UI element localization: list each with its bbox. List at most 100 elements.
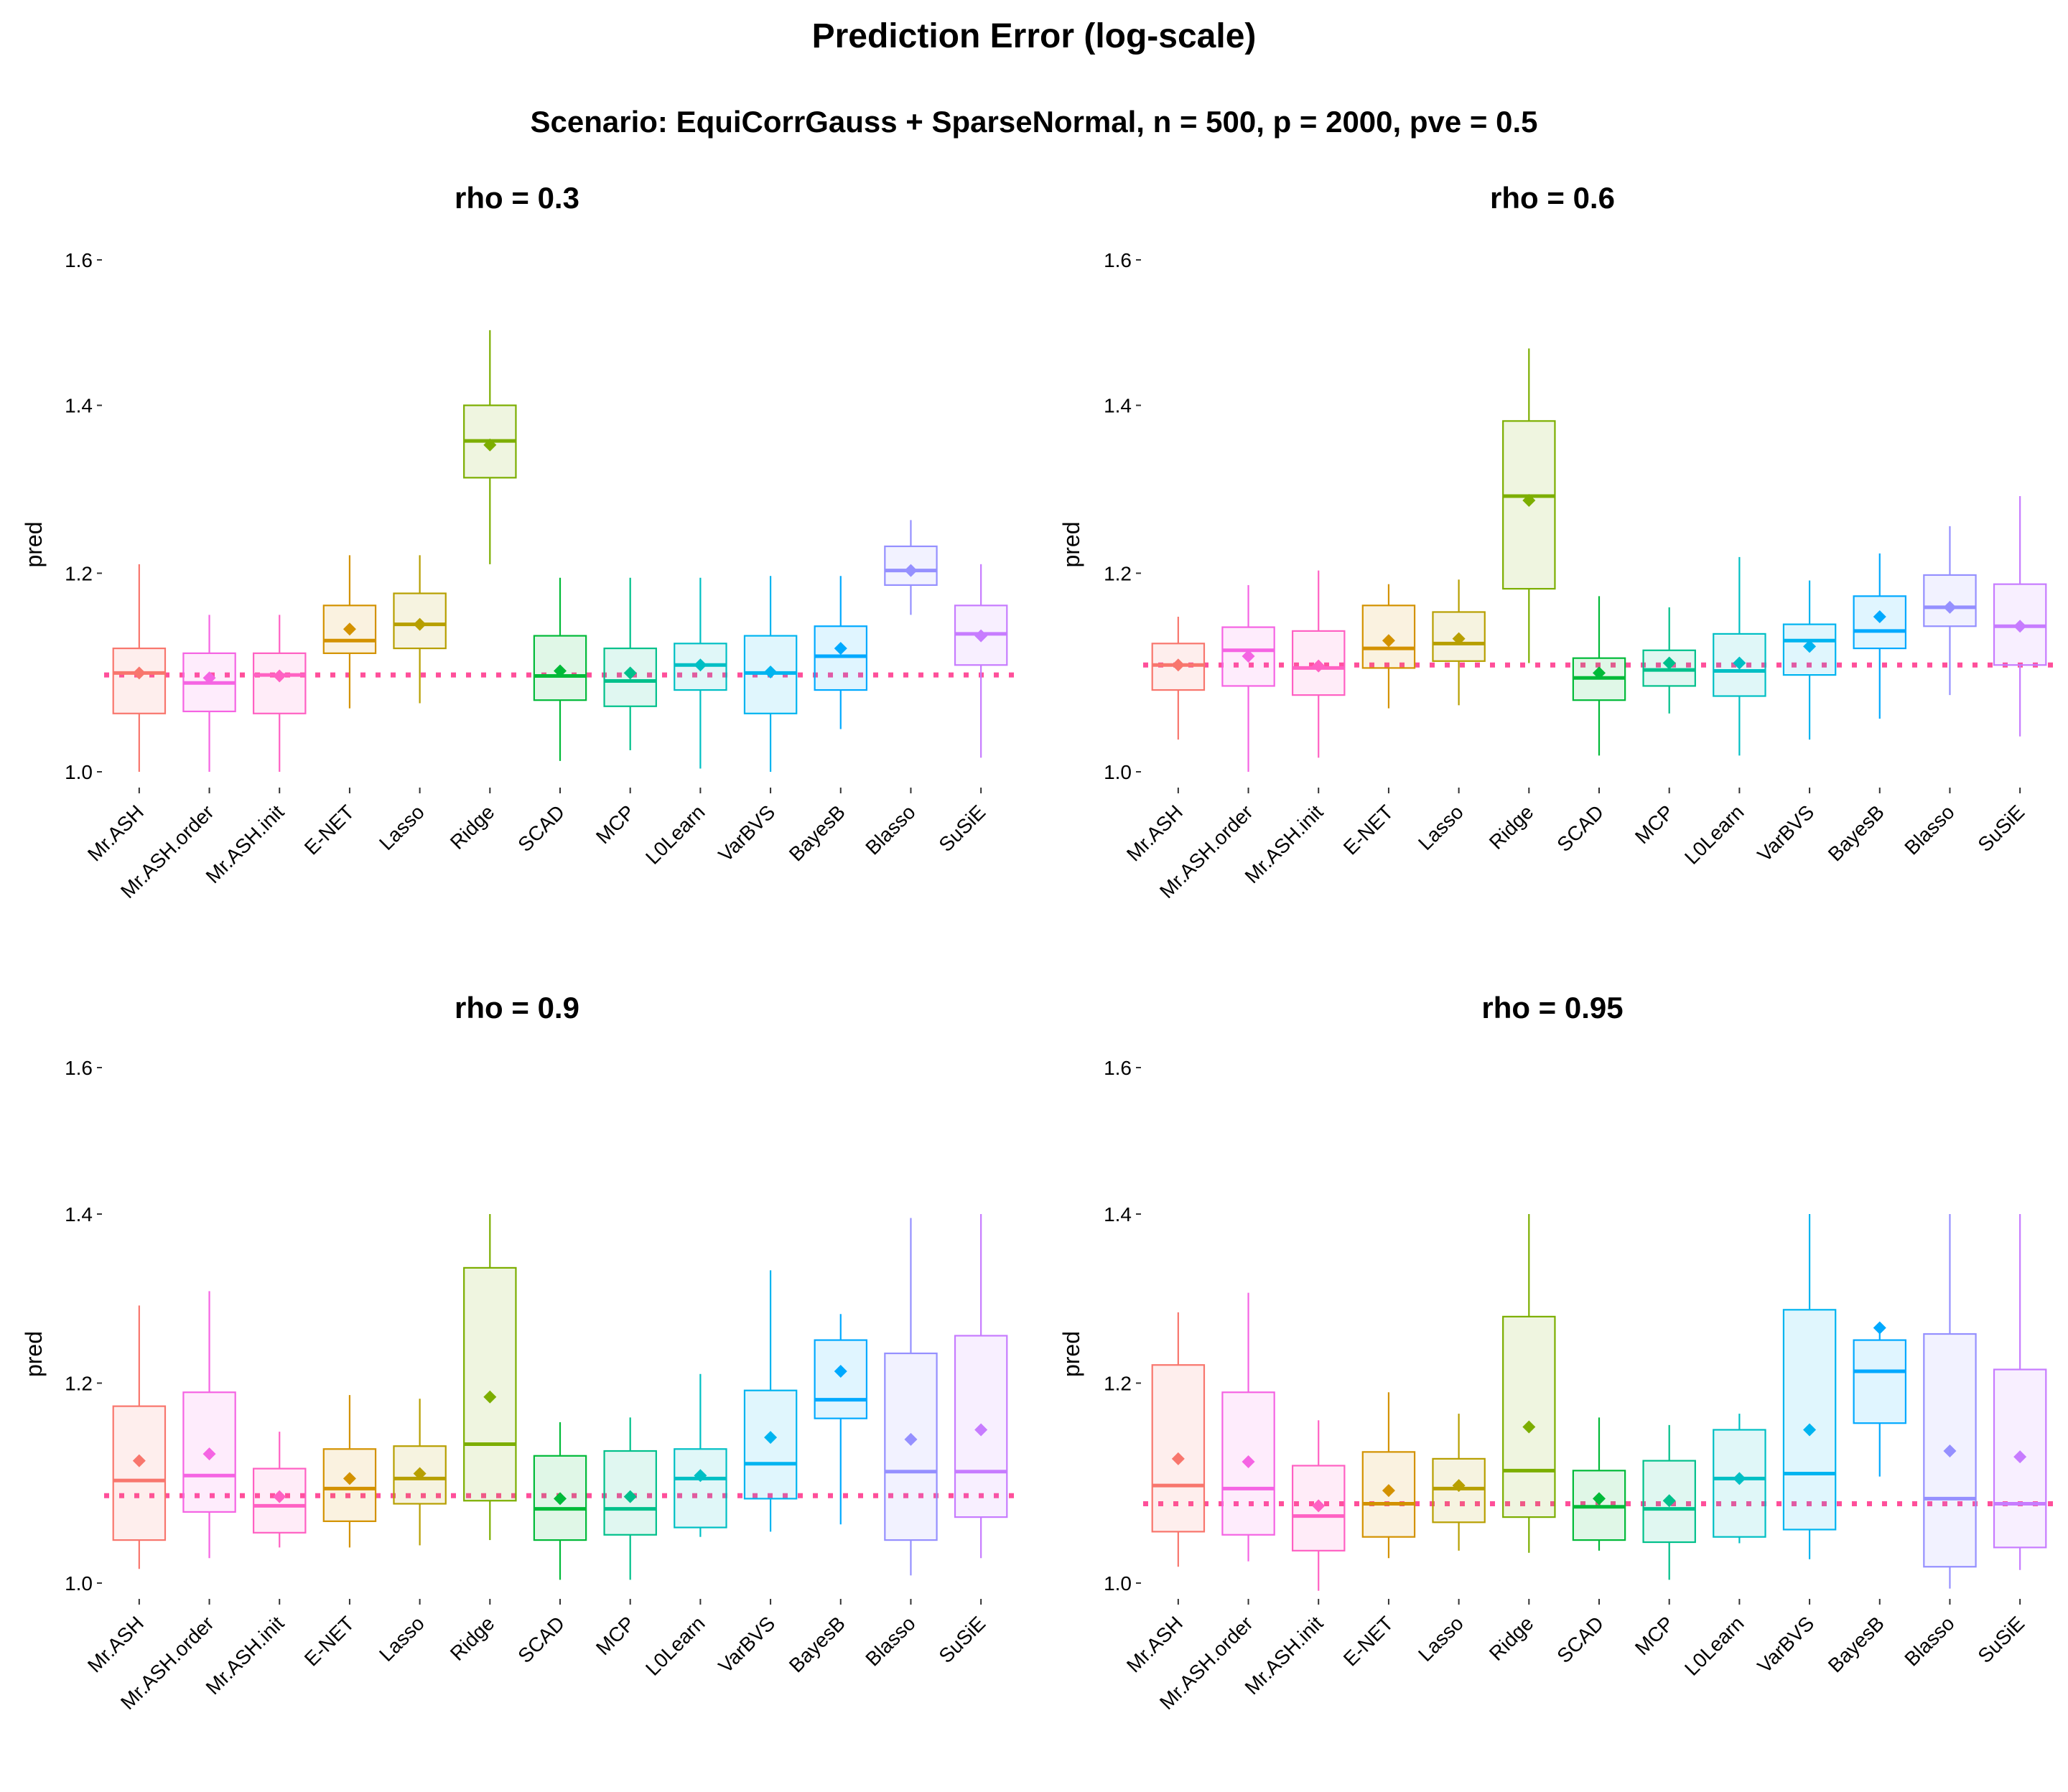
y-tick-label: 1.4 [1104,395,1132,417]
panel-title: rho = 0.6 [1490,181,1615,215]
mean-marker [834,1365,847,1378]
box-body [1151,1364,1206,1533]
mean-marker [1593,666,1606,680]
mean-marker [1873,610,1886,624]
mean-marker [1452,632,1466,645]
mean-marker [764,665,778,678]
mean-marker [1522,1420,1536,1434]
mean-marker [974,1423,988,1437]
box-body [1502,1315,1556,1518]
mean-marker [1382,1484,1395,1498]
y-tick-label: 1.4 [65,1203,93,1226]
chart-subtitle: Scenario: EquiCorrGauss + SparseNormal, … [531,105,1538,139]
mean-marker [273,669,287,683]
mean-marker [554,664,567,678]
mean-marker [343,622,356,636]
mean-marker [2013,620,2027,633]
mean-marker [132,1454,146,1467]
mean-marker [1593,1492,1606,1506]
mean-marker [694,658,707,672]
mean-marker [202,1447,216,1461]
box-body [814,1339,868,1419]
box-body [1853,1339,1907,1424]
y-tick-label: 1.2 [1104,1372,1132,1394]
y-tick-label: 1.4 [65,395,93,417]
y-tick-label: 1.6 [1104,1057,1132,1079]
mean-marker [1662,656,1676,670]
mean-marker [1943,600,1957,614]
mean-marker [1733,1472,1746,1485]
mean-marker [1312,1499,1326,1513]
box-body [322,1448,377,1522]
mean-marker [1733,656,1746,670]
box-body [463,1266,517,1502]
mean-marker [834,642,847,655]
mean-marker [904,1432,918,1446]
chart-title: Prediction Error (log-scale) [812,17,1257,55]
y-axis-label: pred [1058,521,1084,567]
mean-marker [413,1467,427,1480]
box-body [1853,595,1907,650]
mean-marker [1522,493,1536,507]
mean-marker [974,629,988,643]
y-tick-label: 1.6 [1104,249,1132,271]
panel-title: rho = 0.95 [1481,991,1623,1025]
mean-marker [2013,1450,2027,1464]
y-tick-label: 1.4 [1104,1203,1132,1226]
y-tick-label: 1.0 [65,1572,93,1595]
mean-marker [1943,1445,1957,1458]
mean-marker [1171,1452,1185,1465]
mean-marker [1171,658,1185,672]
box-body [743,1389,798,1500]
box-body [1782,1309,1837,1531]
mean-marker [904,564,918,577]
mean-marker [623,666,637,680]
y-axis-label: pred [21,1331,47,1377]
mean-marker [343,1472,356,1485]
panel-title: rho = 0.9 [455,991,579,1025]
mean-marker [132,666,146,680]
box-body [112,647,167,714]
mean-marker [1803,640,1817,653]
panel-title: rho = 0.3 [455,181,579,215]
y-tick-label: 1.0 [1104,761,1132,783]
mean-marker [413,617,427,631]
box-body [252,652,307,714]
y-tick-label: 1.2 [1104,562,1132,584]
facet-panel: rho = 0.9pred1.01.21.41.6Mr.ASHMr.ASH.or… [21,991,1016,1714]
box-body [814,625,868,691]
y-tick-label: 1.2 [65,562,93,584]
box-body [1221,626,1275,687]
mean-marker [554,1492,567,1506]
y-tick-label: 1.6 [65,1057,93,1079]
box-body [674,1448,727,1529]
box-body [1432,1457,1486,1523]
y-tick-label: 1.2 [65,1372,93,1394]
mean-marker [1242,1455,1255,1468]
y-axis-label: pred [21,521,47,567]
mean-marker [1452,1479,1466,1493]
mean-marker [764,1431,778,1445]
y-axis-label: pred [1058,1331,1084,1377]
mean-marker [1803,1423,1817,1437]
mean-marker [1382,634,1395,648]
mean-marker [483,1390,497,1404]
box-body [112,1405,167,1541]
mean-marker [1662,1494,1676,1508]
box-body [1923,574,1977,627]
y-tick-label: 1.0 [1104,1572,1132,1595]
mean-marker [273,1490,287,1503]
y-tick-label: 1.0 [65,761,93,783]
mean-marker [623,1490,637,1503]
mean-marker [1873,1321,1886,1335]
mean-marker [1242,649,1255,663]
mean-marker [202,671,216,685]
mean-marker [483,438,497,452]
box-body [884,1352,938,1541]
mean-marker [694,1469,707,1483]
box-body [1502,420,1556,590]
y-tick-label: 1.6 [65,249,93,271]
mean-marker [1312,659,1326,673]
